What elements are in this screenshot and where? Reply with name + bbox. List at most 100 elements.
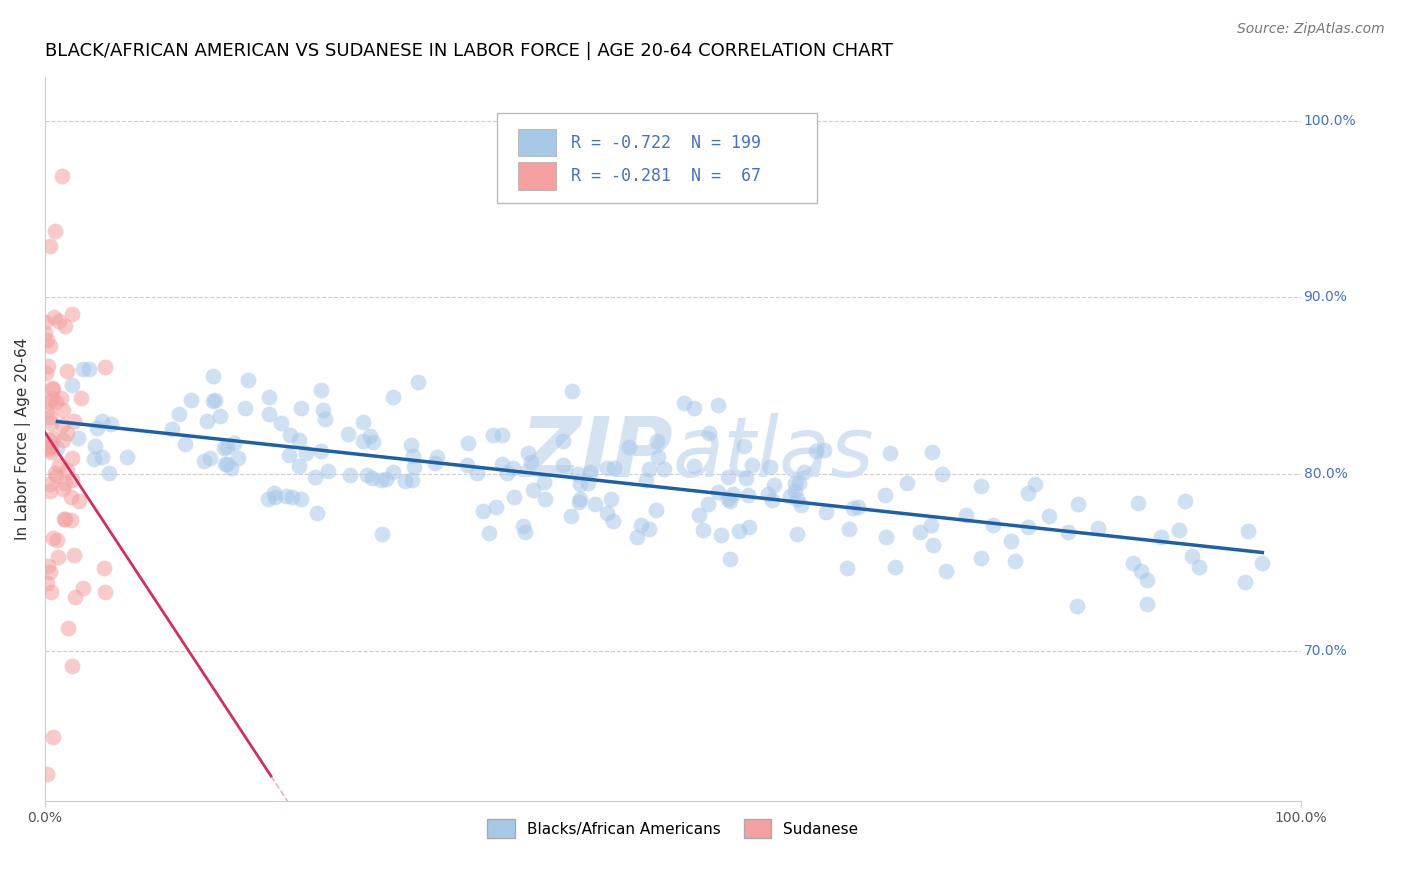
Point (359, 429, 381, 443)
Point (35, 576, 58, 591)
Point (737, 488, 759, 502)
Point (39, 445, 62, 459)
Point (472, 504, 495, 518)
Point (290, 492, 312, 507)
Point (193, 454, 215, 468)
Point (94, 585, 117, 599)
Point (86, 421, 108, 435)
Point (935, 564, 957, 578)
Point (270, 416, 292, 430)
Point (38, 433, 60, 447)
Point (491, 457, 513, 471)
Point (288, 458, 311, 473)
Point (921, 444, 943, 458)
Point (42, 382, 65, 396)
Point (60, 659, 83, 673)
Point (371, 526, 394, 541)
Point (1000, 534, 1022, 549)
Point (274, 489, 297, 503)
Point (718, 552, 741, 566)
Point (683, 458, 706, 473)
Point (35, 333, 58, 347)
Point (603, 461, 626, 475)
Point (654, 462, 676, 476)
Point (717, 470, 740, 484)
Point (922, 538, 945, 552)
Point (534, 491, 557, 506)
Point (1038, 509, 1060, 524)
Point (222, 435, 245, 450)
Point (502, 461, 524, 475)
Point (39, 585, 62, 599)
Text: 90.0%: 90.0% (1303, 291, 1347, 304)
Point (1067, 497, 1090, 511)
Point (34, 326, 56, 340)
Text: Source: ZipAtlas.com: Source: ZipAtlas.com (1237, 22, 1385, 37)
Point (352, 415, 374, 429)
Point (59, 513, 82, 527)
Point (195, 414, 218, 428)
Point (533, 475, 555, 489)
Text: ZIP: ZIP (520, 413, 673, 494)
Point (969, 550, 991, 565)
Point (786, 526, 808, 541)
Point (579, 465, 602, 479)
Point (55, 425, 77, 440)
Text: 70.0%: 70.0% (1303, 644, 1347, 657)
Point (596, 506, 619, 520)
Point (1174, 494, 1197, 508)
Point (406, 375, 429, 389)
Point (35, 403, 58, 417)
Point (426, 450, 449, 464)
Point (42, 531, 65, 545)
Point (707, 484, 730, 499)
Point (63, 590, 86, 604)
Point (288, 433, 311, 447)
Point (779, 489, 801, 503)
Point (38, 476, 60, 491)
Point (204, 393, 226, 408)
Point (647, 450, 669, 464)
Point (63, 414, 86, 428)
Point (576, 475, 599, 490)
Point (727, 524, 749, 538)
Point (309, 383, 332, 397)
Point (842, 501, 865, 516)
Point (53, 319, 76, 334)
Point (278, 448, 301, 462)
Point (789, 498, 811, 512)
Point (93, 561, 115, 575)
Point (478, 525, 501, 540)
FancyBboxPatch shape (519, 162, 557, 190)
Point (402, 449, 425, 463)
Point (1122, 556, 1144, 570)
Point (1087, 521, 1109, 535)
Point (399, 438, 422, 452)
Point (721, 486, 744, 500)
Point (553, 434, 575, 449)
FancyBboxPatch shape (519, 128, 557, 156)
Point (761, 492, 783, 507)
Point (1136, 597, 1159, 611)
Point (53, 475, 76, 490)
Point (1149, 529, 1171, 543)
Text: 80.0%: 80.0% (1303, 467, 1347, 481)
Text: atlas: atlas (673, 413, 875, 494)
Point (70, 391, 93, 405)
Point (697, 425, 720, 440)
Point (381, 465, 404, 479)
Point (602, 514, 624, 528)
Point (567, 495, 589, 509)
Point (1017, 486, 1039, 500)
Point (53, 512, 76, 526)
Point (37, 359, 59, 373)
Point (201, 369, 224, 384)
Point (1004, 554, 1026, 568)
Point (569, 491, 592, 506)
Point (875, 488, 897, 502)
Point (783, 483, 806, 498)
Point (45, 533, 67, 547)
Point (238, 373, 260, 387)
Point (66, 431, 89, 445)
Text: BLACK/AFRICAN AMERICAN VS SUDANESE IN LABOR FORCE | AGE 20-64 CORRELATION CHART: BLACK/AFRICAN AMERICAN VS SUDANESE IN LA… (45, 42, 893, 60)
